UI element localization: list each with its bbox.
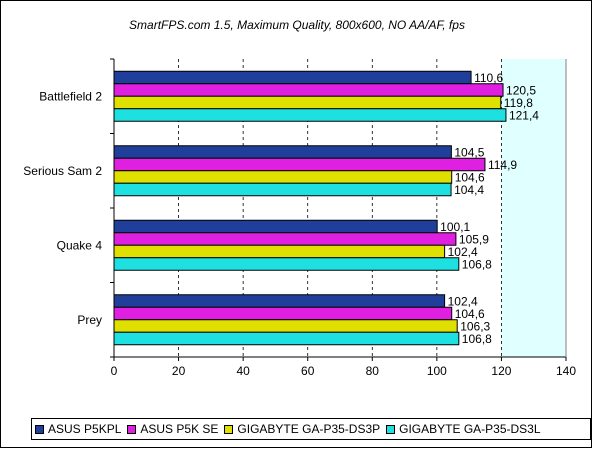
bar <box>113 83 504 97</box>
bar <box>113 306 453 321</box>
bar <box>113 244 446 259</box>
legend-swatch <box>224 424 234 434</box>
legend-swatch <box>386 424 396 434</box>
legend-label: GIGABYTE GA-P35-DS3P <box>237 422 381 436</box>
x-tick-label: 140 <box>556 364 576 378</box>
data-label: 120,5 <box>506 83 536 97</box>
data-label: 104,6 <box>455 170 485 184</box>
data-label: 104,6 <box>455 307 485 321</box>
bar <box>113 294 446 308</box>
x-tick-label: 40 <box>236 364 250 378</box>
data-label: 121,4 <box>509 108 539 122</box>
bar <box>113 219 438 234</box>
data-label: 106,8 <box>462 332 492 346</box>
data-label: 105,9 <box>459 232 489 246</box>
x-tick-label: 80 <box>366 364 380 378</box>
bar <box>113 70 472 85</box>
legend-label: GIGABYTE GA-P35-DS3L <box>399 422 541 436</box>
legend-item: GIGABYTE GA-P35-DS3L <box>386 422 541 436</box>
data-label: 106,3 <box>460 319 490 333</box>
data-label: 119,8 <box>504 96 533 110</box>
data-label: 102,4 <box>448 245 478 259</box>
bar <box>113 319 458 333</box>
data-label: 100,1 <box>440 220 470 234</box>
x-tick-label: 120 <box>491 364 511 378</box>
plot-highlight-band <box>501 59 566 357</box>
legend-swatch <box>35 424 44 434</box>
data-label: 110,6 <box>474 71 503 85</box>
legend-item: ASUS P5KPL <box>35 422 121 436</box>
x-tick-label: 100 <box>427 364 447 378</box>
legend-label: ASUS P5K SE <box>140 422 219 436</box>
y-category-label: Serious Sam 2 <box>23 164 102 178</box>
bar <box>113 95 502 110</box>
bar <box>113 145 452 159</box>
y-category-label: Prey <box>77 313 102 327</box>
legend-item: ASUS P5K SE <box>127 422 218 436</box>
legend-item: GIGABYTE GA-P35-DS3P <box>224 422 380 436</box>
y-category-label: Quake 4 <box>57 238 103 252</box>
chart-title: SmartFPS.com 1.5, Maximum Quality, 800x6… <box>129 18 465 32</box>
x-tick-label: 20 <box>172 364 186 378</box>
bar <box>113 170 453 184</box>
data-label: 106,8 <box>462 257 492 271</box>
bar <box>113 232 457 246</box>
legend-label: ASUS P5KPL <box>48 422 122 436</box>
legend-swatch <box>127 424 137 434</box>
x-tick-label: 0 <box>111 364 118 378</box>
data-label: 104,4 <box>454 183 484 197</box>
legend: ASUS P5KPL ASUS P5K SE GIGABYTE GA-P35-DS3… <box>31 418 591 440</box>
data-label: 104,5 <box>454 145 484 159</box>
y-category-label: Battlefield 2 <box>39 89 102 103</box>
bar <box>113 257 460 271</box>
data-label: 114,9 <box>488 158 517 172</box>
data-label: 102,4 <box>448 294 478 308</box>
bar <box>113 331 460 346</box>
x-tick-label: 60 <box>301 364 315 378</box>
bar <box>113 108 507 122</box>
bar <box>113 157 486 172</box>
bar <box>113 182 452 197</box>
